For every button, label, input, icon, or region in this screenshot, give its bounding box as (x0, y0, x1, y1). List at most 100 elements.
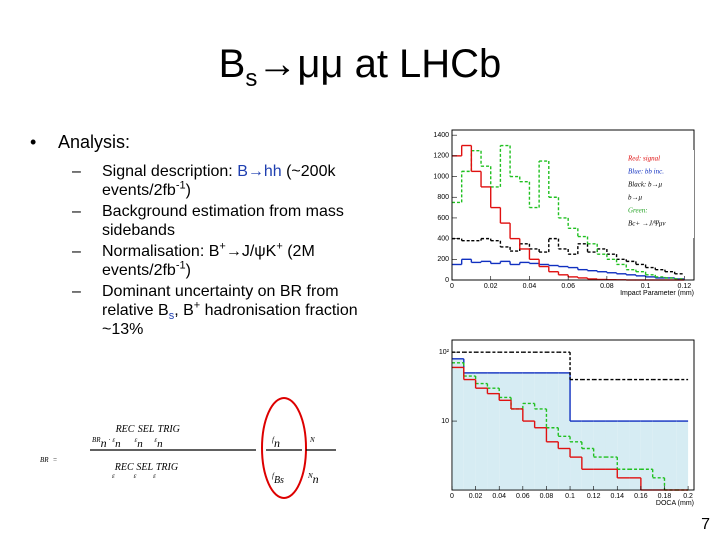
y-tick-label: 1000 (433, 173, 449, 180)
histogram-fill (629, 421, 641, 490)
text: Signal description: (102, 163, 238, 180)
legend-text: b→μ (628, 194, 643, 202)
x-tick-label: 0.12 (587, 493, 601, 500)
sup: -1 (175, 259, 186, 272)
histogram-fill (487, 372, 500, 490)
sub: s (168, 310, 175, 323)
formula-numerator: BRn · εnRECεnSELεnTRIG (92, 424, 180, 450)
text: Normalisation: B (102, 243, 220, 260)
text: →J/ψK (225, 243, 277, 260)
histogram-fill (511, 372, 523, 490)
y-tick-label: 1400 (433, 132, 449, 139)
sub-bullet: Dominant uncertainty on BR from relative… (72, 282, 392, 339)
formula-f: fBs (272, 472, 284, 486)
y-tick-label: 0 (445, 277, 449, 284)
chart: 0 0.02 0.04 0.06 0.08 0.1 0.12 0.14 0.16 0.18 0.2 1… (439, 339, 695, 507)
sup: + (276, 240, 283, 253)
x-tick-label: 0.1 (565, 493, 575, 500)
legend-text: Blue: bb inc. (628, 168, 664, 176)
histogram-fill (640, 421, 653, 490)
page-number: 7 (701, 516, 710, 533)
title-text: →μμ at LHCb (257, 42, 502, 86)
histogram-fill (463, 372, 476, 490)
plot-frame-outline (451, 339, 695, 491)
sub-bullet: Normalisation: B+→J/ψK+ (2M events/2fb-1… (72, 240, 392, 280)
legend-text: Black: b→μ (628, 181, 663, 189)
legend-box (622, 150, 694, 238)
text: ) (185, 262, 191, 279)
title-text: B (218, 42, 246, 86)
histogram-fill (452, 358, 464, 490)
text: hadronisation fraction ~13% (102, 302, 358, 338)
y-tick-label: 800 (437, 194, 449, 201)
x-tick-label: 0.02 (484, 283, 498, 290)
x-tick-label: 0 (450, 283, 454, 290)
bullet: • Analysis: (30, 132, 130, 153)
sup: + (193, 299, 201, 312)
y-tick-label: 400 (437, 235, 449, 242)
text: B→hh (237, 163, 282, 180)
highlight-ellipse (261, 397, 307, 499)
x-tick-label: 0.1 (641, 283, 651, 290)
histogram-fill (652, 421, 665, 490)
histogram-fill (593, 421, 606, 490)
histogram-fill (534, 372, 547, 490)
histogram-fill (676, 421, 689, 490)
x-tick-label: 0.02 (469, 493, 483, 500)
histogram-fill (664, 421, 677, 490)
formula-n: Nn (307, 472, 319, 486)
sub-bullet: Background estimation from mass sideband… (72, 202, 392, 240)
histogram-fill (581, 421, 594, 490)
y-tick-label: 10 (441, 418, 449, 425)
formula-f: fn (272, 436, 280, 450)
bullet-text: Analysis: (58, 132, 131, 152)
slide-title: Bs→μμ at LHCb (0, 42, 720, 91)
x-tick-label: 0.2 (683, 493, 693, 500)
histogram-fill (546, 372, 559, 490)
text: ) (185, 182, 191, 199)
text: Dominant uncertainty on BR from relative… (102, 283, 339, 319)
y-tick-label: 200 (437, 256, 449, 263)
legend-text: Red: signal (627, 155, 660, 163)
histogram-fill (475, 372, 488, 490)
y-tick-label: 1200 (433, 153, 449, 160)
x-tick-label: 0.12 (678, 283, 692, 290)
y-tick-label: 10² (439, 349, 450, 356)
formula-denominator: εRECεSELεTRIG (112, 462, 178, 480)
x-tick-label: 0.16 (634, 493, 648, 500)
x-tick-label: 0.08 (600, 283, 614, 290)
text: Background estimation from mass sideband… (102, 203, 344, 239)
formula-n: N (309, 436, 315, 444)
x-axis-title: DOCA (mm) (656, 500, 694, 507)
sub-bullet: Signal description: B→hh (~200k events/2… (72, 162, 392, 200)
text: (~200k events/2fb (102, 163, 336, 199)
x-tick-label: 0.14 (610, 493, 624, 500)
histogram-fill (570, 421, 582, 490)
legend-text: Bc+ →J/Ψμν (628, 220, 666, 228)
histogram-fill (499, 372, 512, 490)
x-tick-label: 0.18 (658, 493, 672, 500)
x-tick-label: 0.08 (540, 493, 554, 500)
sup: -1 (175, 179, 186, 192)
x-tick-label: 0.06 (516, 493, 530, 500)
x-tick-label: 0.04 (492, 493, 506, 500)
histogram-fill (522, 372, 535, 490)
formula: BR = BRn · εnRECεnSELεnTRIG εRECεSELεTRIG f… (40, 397, 336, 499)
bullet-dot: • (30, 132, 37, 152)
text: (2M events/2fb (102, 243, 315, 279)
histogram-fill (558, 372, 571, 490)
x-axis-title: Impact Parameter (mm) (620, 290, 694, 297)
x-tick-label: 0.04 (523, 283, 537, 290)
histogram-fill (605, 421, 618, 490)
legend-text: Green: (628, 207, 648, 215)
x-tick-label: 0 (450, 493, 454, 500)
sub-bullets: Signal description: B→hh (~200k events/2… (72, 162, 392, 341)
y-tick-label: 600 (437, 215, 449, 222)
title-sub: s (245, 65, 258, 92)
text: , B (174, 302, 194, 319)
formula-text: BR = (40, 456, 58, 464)
sup: + (219, 240, 226, 253)
chart: 0 0.02 0.04 0.06 0.08 0.1 0.12 0 200 400 600 800 100… (433, 129, 695, 297)
